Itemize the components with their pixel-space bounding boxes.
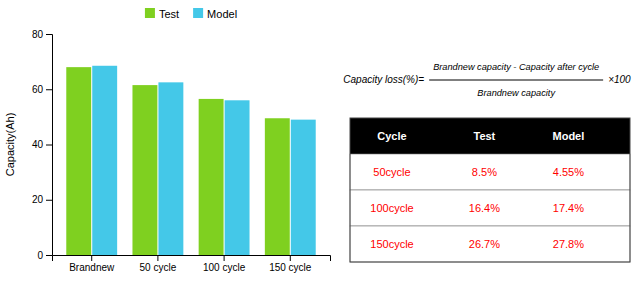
- bars: [66, 66, 315, 255]
- legend-label: Model: [207, 8, 237, 20]
- bar-series: [92, 66, 315, 255]
- x-tick: 150 cycle: [269, 255, 312, 273]
- x-tick: 50 cycle: [140, 255, 177, 273]
- legend-item: Model: [193, 8, 237, 20]
- y-tick-mark: [46, 34, 52, 35]
- x-tick-label: 150 cycle: [269, 262, 312, 273]
- y-axis-title: Capacity(Ah): [4, 113, 16, 177]
- y-tick: 20: [32, 194, 52, 205]
- formula: Capacity loss(%)= Brandnew capacity - Cap…: [343, 62, 631, 98]
- y-tick-mark: [46, 200, 52, 201]
- y-tick-label: 0: [37, 250, 43, 261]
- legend-label: Test: [159, 8, 179, 20]
- y-tick-label: 20: [32, 194, 44, 205]
- x-axis: Brandnew 50 cycle 100 cycle 150 cycle: [53, 255, 331, 273]
- table-border: [350, 118, 630, 262]
- table-header-cell: Test: [473, 130, 495, 142]
- table-cell: 150cycle: [370, 238, 413, 250]
- legend-item: Test: [145, 8, 179, 20]
- y-tick-label: 80: [32, 29, 44, 40]
- table-cell: 26.7%: [469, 238, 500, 250]
- x-tick-label: 100 cycle: [203, 262, 246, 273]
- table-cell: 27.8%: [553, 238, 584, 250]
- table-cell: 16.4%: [469, 202, 500, 214]
- x-tick-mark: [91, 255, 92, 261]
- table-row-bg: [350, 154, 630, 190]
- y-axis-line: [46, 35, 53, 256]
- y-tick-mark: [46, 255, 52, 256]
- table-header-cell: Cycle: [377, 130, 406, 142]
- y-tick: 80: [32, 29, 52, 40]
- x-axis-line: [53, 256, 331, 262]
- table: Cycle Test Model 50cycle 8.5% 4.55% 100cycle 16…: [350, 118, 630, 262]
- x-tick-label: 50 cycle: [140, 262, 177, 273]
- table-header-bg: [350, 118, 630, 154]
- bar: [225, 100, 250, 255]
- fraction-line: [429, 80, 603, 81]
- formula-lhs: Capacity loss(%)=: [343, 74, 424, 85]
- y-tick: 60: [32, 84, 52, 95]
- x-tick-mark: [157, 255, 158, 261]
- y-tick-label: 60: [32, 84, 44, 95]
- chart: 0 20 40 60 80 Brandnew 50 cycle 100 cycle 150 cy…: [0, 0, 640, 285]
- x-tick: Brandnew: [69, 255, 115, 273]
- y-tick: 0: [37, 250, 52, 261]
- legend: Test Model: [145, 8, 237, 20]
- y-tick-label: 40: [32, 139, 44, 150]
- legend-swatch: [193, 8, 203, 18]
- formula-numerator: Brandnew capacity - Capacity after cycle: [433, 62, 599, 72]
- y-axis: 0 20 40 60 80: [32, 29, 53, 261]
- y-tick-mark: [46, 89, 52, 90]
- bar: [291, 120, 316, 255]
- bar: [158, 82, 183, 255]
- table-header-cell: Model: [553, 130, 585, 142]
- table-cell: 4.55%: [553, 166, 584, 178]
- table-cell: 50cycle: [373, 166, 410, 178]
- bar: [132, 85, 157, 255]
- x-tick-label: Brandnew: [69, 262, 115, 273]
- x-tick-mark: [290, 255, 291, 261]
- table-cell: 8.5%: [472, 166, 497, 178]
- x-tick: 100 cycle: [203, 255, 246, 273]
- bar: [66, 67, 91, 255]
- y-tick: 40: [32, 139, 52, 150]
- legend-swatch: [145, 8, 155, 18]
- formula-factor: ×100: [608, 74, 631, 85]
- table-cell: 17.4%: [553, 202, 584, 214]
- bar: [199, 99, 224, 255]
- bar: [265, 118, 290, 255]
- table-cell: 100cycle: [370, 202, 413, 214]
- table-row-bg: [350, 226, 630, 262]
- table-row-bg: [350, 190, 630, 226]
- y-tick-mark: [46, 145, 52, 146]
- formula-denominator: Brandnew capacity: [477, 88, 556, 98]
- bar: [92, 66, 117, 255]
- x-tick-mark: [224, 255, 225, 261]
